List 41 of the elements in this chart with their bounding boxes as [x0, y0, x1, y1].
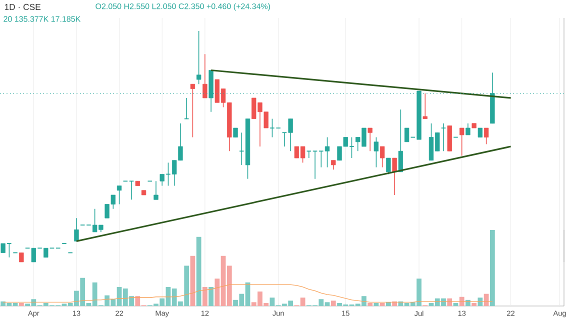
bar — [368, 302, 373, 306]
candlestick — [484, 128, 489, 145]
candlestick — [368, 128, 372, 152]
candlestick — [128, 180, 134, 200]
candlestick — [306, 150, 312, 158]
candlestick — [196, 30, 202, 85]
candlestick — [74, 218, 79, 242]
candlestick — [440, 122, 446, 152]
candlestick — [116, 185, 122, 205]
candlestick — [374, 136, 379, 168]
bar — [380, 302, 385, 306]
bar — [490, 230, 495, 306]
bar — [202, 286, 208, 306]
candlestick — [202, 54, 208, 98]
bar — [453, 302, 458, 306]
candlestick — [154, 180, 158, 200]
candlestick — [233, 128, 238, 138]
candlestick — [312, 150, 318, 180]
candlestick — [380, 146, 385, 168]
candlestick — [190, 84, 196, 138]
candlestick — [460, 128, 464, 156]
text: O2.050 H2.550 L2.050 C2.350 +0.460 (+24.34%) — [96, 3, 270, 11]
bar — [374, 302, 379, 306]
candlestick — [478, 128, 483, 138]
candlestick — [331, 160, 336, 170]
bar — [330, 300, 336, 306]
candlestick — [422, 92, 428, 120]
bar — [472, 302, 477, 306]
candlestick — [392, 158, 397, 196]
candlestick — [466, 122, 470, 136]
chart-title: 1D · CSE — [4, 4, 40, 10]
bar — [190, 256, 196, 306]
text: 20 135.377K 17.185K — [4, 16, 81, 22]
bar — [484, 294, 489, 306]
candlestick — [386, 158, 391, 175]
bar — [18, 302, 24, 306]
bar — [392, 301, 398, 306]
candlestick — [19, 252, 24, 262]
bar — [208, 286, 214, 306]
candlestick — [398, 109, 404, 172]
bar — [196, 236, 202, 306]
